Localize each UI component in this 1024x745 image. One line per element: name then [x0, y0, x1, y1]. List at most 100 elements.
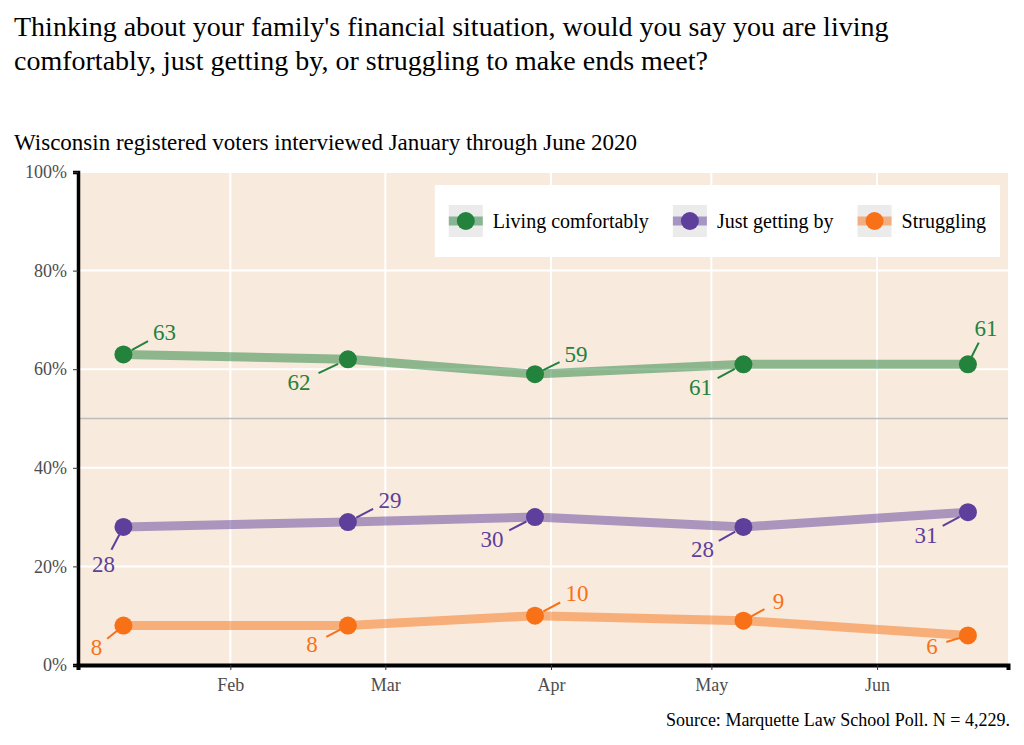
- y-tick-label: 20%: [34, 557, 67, 577]
- grid-line: [78, 270, 1008, 272]
- label-leader: [750, 609, 764, 617]
- legend-item: Just getting by: [673, 205, 834, 237]
- series-point: [114, 345, 132, 363]
- marks: [114, 345, 976, 644]
- label-leader: [319, 364, 339, 373]
- legend-item: Living comfortably: [449, 205, 649, 237]
- series-point: [526, 607, 544, 625]
- legend-label: Struggling: [902, 210, 986, 233]
- x-tick: Jun: [865, 665, 890, 695]
- y-tick-label: 60%: [34, 359, 67, 379]
- x-tick-mark: [230, 665, 231, 670]
- data-label: 61: [974, 316, 997, 341]
- legend-box: [435, 185, 1000, 257]
- data-label: 63: [153, 320, 176, 345]
- y-tick: 0%: [43, 655, 78, 675]
- legend-item: Struggling: [858, 205, 986, 237]
- x-tick: Feb: [217, 665, 244, 695]
- series-point: [959, 503, 977, 521]
- x-tick-label: Mar: [371, 675, 401, 695]
- x-tick: Apr: [538, 665, 566, 695]
- series-point: [734, 612, 752, 630]
- x-tick-label: Apr: [538, 675, 566, 695]
- series-point: [526, 508, 544, 526]
- label-leader: [509, 522, 526, 531]
- series-point: [734, 355, 752, 373]
- data-label: 28: [92, 552, 115, 577]
- series-point: [339, 350, 357, 368]
- y-tick: 20%: [34, 557, 78, 577]
- label-leader: [543, 362, 559, 370]
- series-line: [123, 354, 967, 374]
- label-leader: [946, 638, 960, 642]
- y-tick-mark: [73, 369, 78, 370]
- data-label: 29: [378, 488, 401, 513]
- data-label: 10: [565, 581, 588, 606]
- caption: Source: Marquette Law School Poll. N = 4…: [666, 710, 1010, 730]
- series-line: [123, 616, 967, 636]
- title-line: Thinking about your family's financial s…: [14, 11, 888, 42]
- series-point: [959, 355, 977, 373]
- label-leader: [943, 517, 960, 526]
- data-label: 28: [691, 537, 714, 562]
- label-leader: [111, 535, 119, 550]
- data-label: 9: [773, 589, 785, 614]
- plot-background: [78, 172, 1008, 665]
- x-axis-line: [79, 666, 1009, 671]
- y-tick: 40%: [34, 458, 78, 478]
- y-tick-label: 40%: [34, 458, 67, 478]
- title: Thinking about your family's financial s…: [14, 11, 888, 76]
- x-tick: May: [695, 665, 728, 695]
- reference-line: [78, 418, 1008, 420]
- label-leader: [719, 532, 735, 541]
- x-tick-mark: [551, 665, 552, 670]
- data-labels: 63625961612829302831881096: [91, 316, 998, 660]
- x-tick-label: May: [695, 675, 728, 695]
- data-label: 6: [926, 634, 938, 659]
- data-label: 8: [306, 632, 318, 657]
- y-tick-mark: [73, 468, 78, 469]
- legend-label: Just getting by: [717, 210, 834, 233]
- legend-key-bg: [449, 205, 483, 237]
- label-leader: [107, 630, 118, 639]
- grid: [78, 172, 1008, 665]
- y-tick-label: 80%: [34, 261, 67, 281]
- data-label: 31: [914, 523, 937, 548]
- y-axis-line: [73, 173, 79, 666]
- y-tick-mark: [73, 566, 78, 567]
- data-label: 30: [480, 527, 503, 552]
- grid-line: [78, 565, 1008, 567]
- legend-key-bg: [858, 205, 892, 237]
- y-tick-mark: [73, 172, 78, 173]
- y-tick: 80%: [34, 261, 78, 281]
- y-tick: 100%: [25, 162, 78, 182]
- legend: Living comfortably Just getting by Struggl…: [435, 185, 1000, 257]
- label-leader: [132, 341, 148, 350]
- legend-key-bg: [673, 205, 707, 237]
- x-tick-mark: [711, 665, 712, 670]
- chart: Thinking about your family's financial s…: [0, 0, 1024, 745]
- label-leader: [972, 343, 979, 357]
- x-tick-mark: [877, 665, 878, 670]
- y-tick: 60%: [34, 359, 78, 379]
- y-axis: 0% 20% 40% 60% 80% 100%: [25, 162, 79, 675]
- x-tick-mark: [385, 665, 386, 670]
- x-tick: Mar: [371, 665, 401, 695]
- label-leader: [326, 629, 340, 637]
- legend-key-point: [681, 212, 699, 230]
- label-leader: [718, 369, 735, 378]
- x-axis: Feb Mar Apr May Jun: [79, 665, 1009, 695]
- y-tick-mark: [73, 271, 78, 272]
- legend-label: Living comfortably: [493, 210, 649, 233]
- data-label: 62: [287, 370, 310, 395]
- data-label: 59: [564, 342, 587, 367]
- data-label: 8: [91, 635, 103, 660]
- legend-items: Living comfortably Just getting by Struggl…: [449, 205, 986, 237]
- title-line: comfortably, just getting by, or struggl…: [14, 45, 708, 76]
- series-point: [959, 626, 977, 644]
- series-point: [339, 513, 357, 531]
- series-point: [526, 365, 544, 383]
- series-line: [123, 512, 967, 527]
- label-leader: [356, 509, 373, 518]
- y-tick-label: 100%: [25, 162, 67, 182]
